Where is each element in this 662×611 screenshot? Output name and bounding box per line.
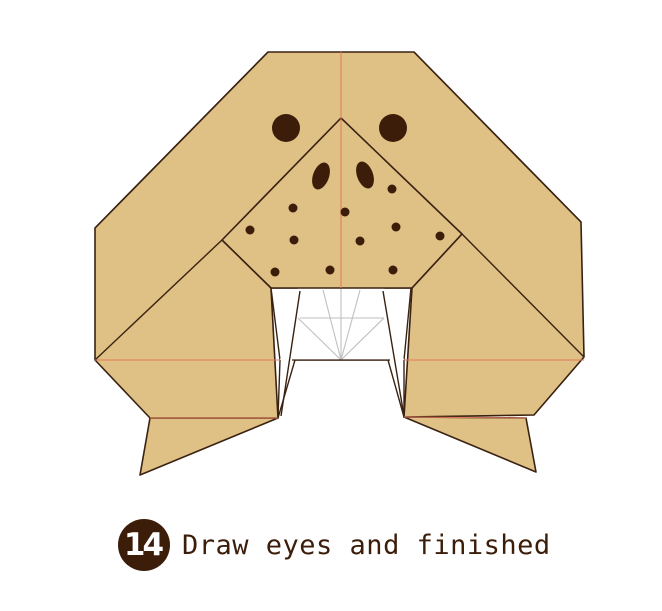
- left-lower-flap: [139, 417, 279, 476]
- step-caption: Draw eyes and finished: [182, 529, 551, 561]
- step-number-badge: 14: [118, 519, 170, 571]
- right-eye: [379, 114, 407, 142]
- whisker-spots: [245, 184, 445, 277]
- right-nostril: [356, 161, 374, 189]
- crease-lines: [95, 52, 584, 419]
- inner-mouth-creases: [297, 288, 385, 361]
- left-nostril: [312, 162, 330, 190]
- fold-lines: [94, 51, 585, 361]
- left-tusk-edge: [280, 290, 301, 417]
- left-eye: [272, 114, 300, 142]
- mouth-white-inner: [280, 288, 404, 360]
- right-tusk-edge: [382, 290, 405, 417]
- step-caption-row: 14 Draw eyes and finished: [118, 518, 551, 572]
- right-lower-flap: [403, 416, 537, 473]
